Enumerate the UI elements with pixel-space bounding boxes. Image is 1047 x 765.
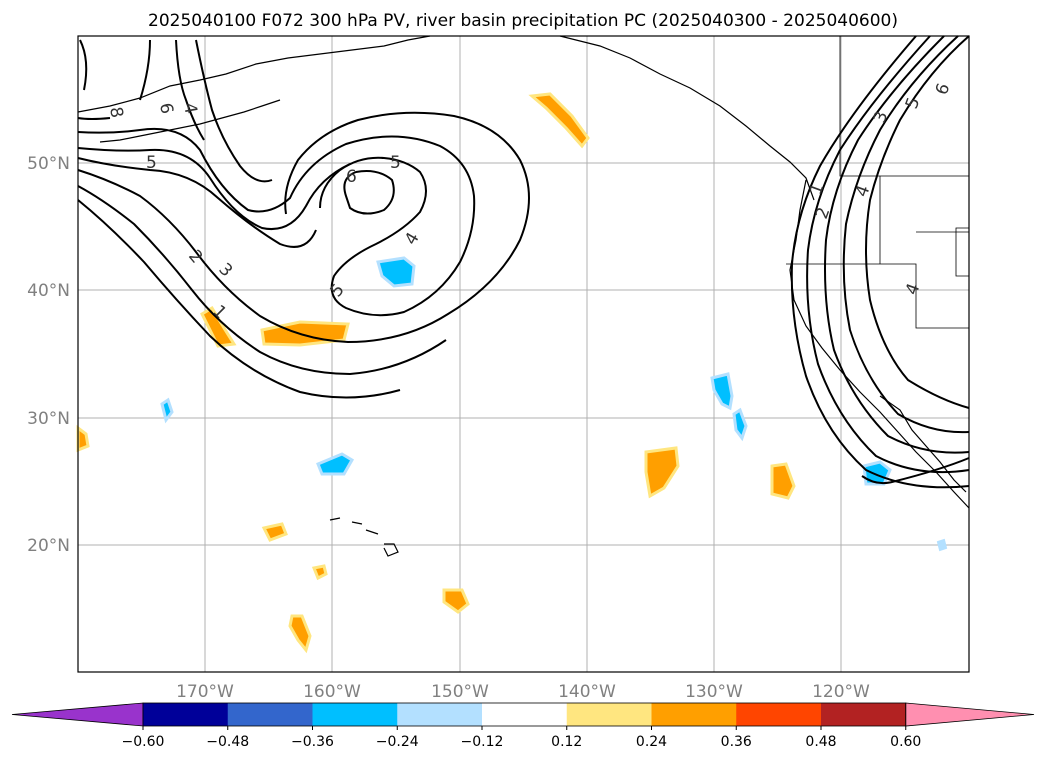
colorbar-tick-label: 0.60 bbox=[890, 734, 921, 750]
colorbar-tick-label: −0.60 bbox=[122, 734, 165, 750]
pv-contour bbox=[175, 39, 205, 141]
precip-orange-area bbox=[528, 92, 590, 149]
coastline-baja bbox=[879, 395, 967, 493]
lon-label: 140°W bbox=[558, 682, 616, 702]
pv-contour bbox=[79, 39, 88, 91]
precip-orange-area bbox=[200, 305, 237, 348]
precip-orange-area bbox=[288, 614, 312, 654]
pv-contour bbox=[842, 35, 970, 434]
pv-contour bbox=[77, 117, 111, 120]
precip-blue-area bbox=[862, 460, 892, 486]
colorbar-segment bbox=[651, 703, 737, 726]
precip-blue-area bbox=[710, 372, 734, 411]
colorbar-ticks: −0.60 −0.48 −0.36 −0.24 −0.12 0.12 0.24 0.36 0.4… bbox=[122, 726, 921, 750]
hawaiian-islands bbox=[329, 517, 399, 557]
colorbar bbox=[11, 702, 1035, 727]
precip-orange-area bbox=[770, 462, 796, 500]
contour-label: 6 bbox=[155, 101, 177, 115]
pv-contour bbox=[77, 185, 447, 376]
precip-orange-area bbox=[442, 588, 470, 614]
political-boundaries bbox=[786, 36, 970, 329]
colorbar-tick-label: 0.12 bbox=[551, 734, 582, 750]
pv-contour bbox=[195, 39, 273, 183]
coastline-aleutians bbox=[99, 99, 281, 143]
precip-blue-area bbox=[316, 452, 355, 476]
map-title: 2025040100 F072 300 hPa PV, river basin … bbox=[148, 11, 898, 31]
colorbar-extend-min bbox=[11, 702, 144, 727]
precip-blue-area bbox=[936, 538, 948, 552]
colorbar-segment bbox=[736, 703, 822, 726]
pv-contour bbox=[77, 147, 351, 230]
lon-label: 120°W bbox=[812, 682, 870, 702]
colorbar-segment bbox=[143, 703, 229, 726]
precip-orange-area bbox=[261, 522, 288, 542]
coastline-gulf-alaska bbox=[559, 35, 815, 201]
colorbar-extend-max bbox=[905, 702, 1035, 727]
colorbar-tick-label: 0.36 bbox=[721, 734, 752, 750]
pv-contour bbox=[865, 35, 970, 409]
map-frame bbox=[77, 35, 970, 673]
precip-blue-area bbox=[376, 256, 416, 288]
pv-contour bbox=[77, 199, 401, 399]
colorbar-segment bbox=[227, 703, 313, 726]
lat-label: 40°N bbox=[27, 281, 70, 301]
colorbar-segment bbox=[566, 703, 652, 726]
colorbar-tick-label: −0.48 bbox=[206, 734, 249, 750]
precip-blue-area bbox=[160, 397, 174, 424]
colorbar-segment bbox=[312, 703, 398, 726]
precip-orange-area bbox=[644, 446, 680, 499]
lat-label: 50°N bbox=[27, 154, 70, 174]
gridlines bbox=[78, 36, 969, 672]
colorbar-tick-label: −0.36 bbox=[291, 734, 334, 750]
precip-orange-area bbox=[311, 564, 328, 581]
colorbar-tick-label: −0.12 bbox=[461, 734, 504, 750]
colorbar-segment bbox=[482, 703, 568, 726]
lon-label: 170°W bbox=[176, 682, 234, 702]
contour-label: 5 bbox=[146, 153, 157, 173]
contour-label: 4 bbox=[179, 101, 201, 115]
colorbar-segment bbox=[397, 703, 483, 726]
colorbar-tick-label: −0.24 bbox=[376, 734, 419, 750]
lon-label: 160°W bbox=[303, 682, 361, 702]
pv-contour bbox=[77, 157, 317, 248]
longitude-labels: 170°W 160°W 150°W 140°W 130°W 120°W bbox=[176, 682, 870, 702]
colorbar-segment bbox=[821, 703, 907, 726]
pv-contour bbox=[790, 35, 970, 489]
contour-label: 8 bbox=[105, 105, 127, 119]
pv-contour bbox=[861, 457, 970, 485]
pv-contour bbox=[806, 35, 970, 474]
lon-label: 130°W bbox=[685, 682, 743, 702]
lon-label: 150°W bbox=[431, 682, 489, 702]
colorbar-outline bbox=[142, 702, 907, 727]
pv-contours bbox=[77, 35, 970, 489]
pv-contour bbox=[343, 170, 395, 215]
contour-label: 6 bbox=[346, 167, 357, 187]
colorbar-tick-label: 0.48 bbox=[805, 734, 836, 750]
lat-label: 30°N bbox=[27, 409, 70, 429]
contour-label: 5 bbox=[390, 153, 401, 173]
pv-contour bbox=[824, 35, 970, 454]
colorbar-tick-label: 0.24 bbox=[636, 734, 667, 750]
pv-contour bbox=[77, 127, 476, 317]
lat-label: 20°N bbox=[27, 536, 70, 556]
latitude-labels: 20°N 30°N 40°N 50°N bbox=[27, 154, 70, 556]
precip-blue-area bbox=[732, 407, 748, 442]
pv-contour bbox=[77, 111, 530, 344]
pv-contour bbox=[139, 39, 151, 101]
